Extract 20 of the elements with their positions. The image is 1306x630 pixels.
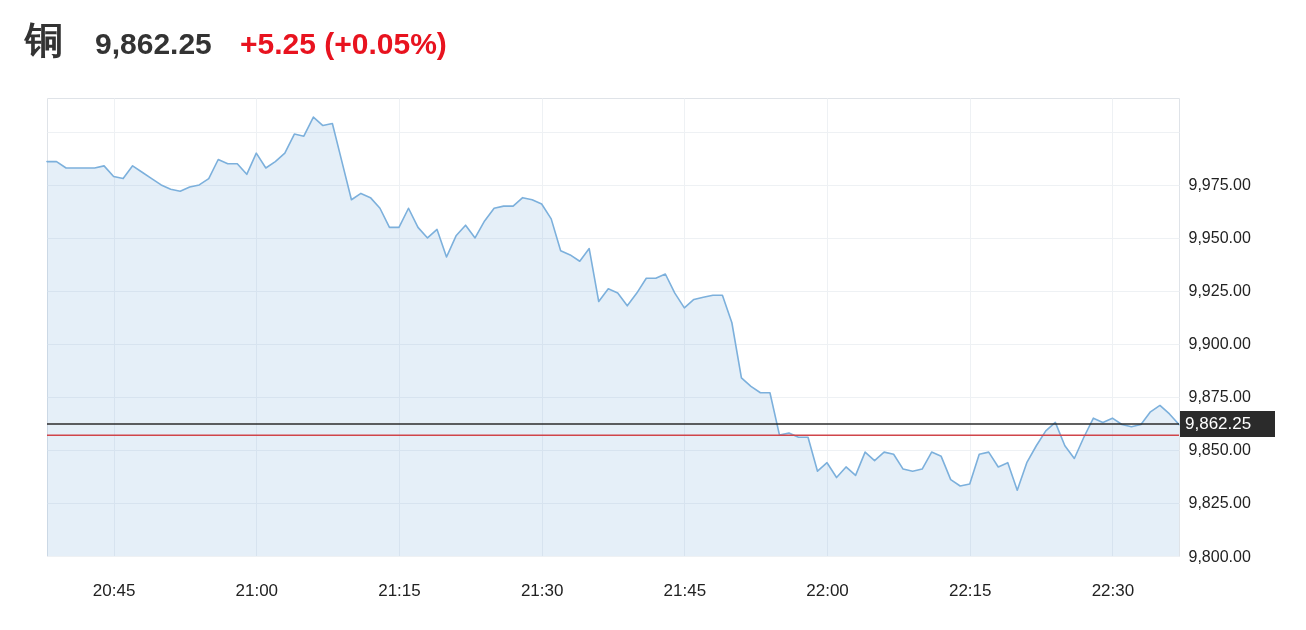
text: +5.25 (+0.05%) (240, 27, 447, 60)
y-tick-label: 9,825.00 (1188, 494, 1251, 512)
y-tick-label: 9,925.00 (1188, 282, 1251, 300)
y-tick-label: 9,975.00 (1188, 176, 1251, 194)
x-tick-label: 22:30 (1091, 580, 1135, 600)
y-tick-label: 9,900.00 (1188, 335, 1251, 353)
x-tick-label: 21:45 (663, 580, 707, 600)
y-tick-label: 9,875.00 (1188, 388, 1251, 406)
x-tick-label: 22:15 (948, 580, 992, 600)
y-tick-label: 9,850.00 (1188, 441, 1251, 459)
chart-title: 铜 (23, 18, 63, 62)
y-tick-label: 9,950.00 (1188, 229, 1251, 247)
x-tick-label: 21:30 (520, 580, 564, 600)
x-tick-label: 22:00 (806, 580, 849, 600)
x-tick-label: 20:45 (92, 580, 136, 600)
x-tick-label: 21:15 (378, 580, 421, 600)
y-tick-label: 9,800.00 (1188, 547, 1251, 565)
x-tick-label: 21:00 (235, 580, 279, 600)
ref-line-label: 9,862.25 (1185, 414, 1252, 434)
text: 9,862.25 (95, 27, 212, 60)
